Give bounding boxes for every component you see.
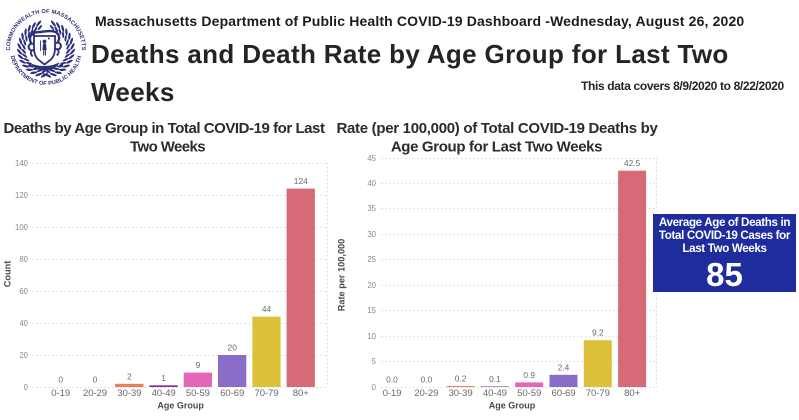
svg-text:Two Weeks: Two Weeks bbox=[130, 138, 205, 155]
svg-text:1: 1 bbox=[161, 373, 166, 383]
svg-text:30-39: 30-39 bbox=[117, 388, 141, 399]
svg-text:50-59: 50-59 bbox=[186, 388, 210, 399]
svg-text:2.4: 2.4 bbox=[558, 362, 570, 372]
svg-text:0.9: 0.9 bbox=[523, 370, 535, 380]
svg-text:Rate (per 100,000) of Total CO: Rate (per 100,000) of Total COVID-19 Dea… bbox=[336, 120, 658, 137]
svg-text:20: 20 bbox=[19, 351, 28, 360]
svg-text:124: 124 bbox=[294, 176, 308, 186]
svg-text:9: 9 bbox=[196, 360, 201, 370]
svg-text:20: 20 bbox=[367, 281, 376, 290]
svg-text:25: 25 bbox=[367, 255, 376, 264]
svg-text:140: 140 bbox=[15, 159, 29, 168]
svg-text:80+: 80+ bbox=[293, 388, 309, 399]
svg-text:80+: 80+ bbox=[624, 388, 640, 399]
svg-text:40-49: 40-49 bbox=[152, 388, 176, 399]
svg-text:Age Group: Age Group bbox=[157, 401, 204, 411]
svg-text:5: 5 bbox=[372, 357, 377, 366]
svg-text:10: 10 bbox=[367, 332, 376, 341]
svg-text:60-69: 60-69 bbox=[220, 388, 244, 399]
svg-text:50-59: 50-59 bbox=[517, 388, 541, 399]
svg-text:30: 30 bbox=[367, 230, 376, 239]
svg-text:0.0: 0.0 bbox=[420, 375, 432, 385]
svg-text:60: 60 bbox=[19, 287, 28, 296]
svg-text:Age Group: Age Group bbox=[489, 401, 536, 411]
svg-text:45: 45 bbox=[367, 154, 376, 163]
svg-text:0-19: 0-19 bbox=[383, 388, 402, 399]
svg-text:Age Group for Last Two Weeks: Age Group for Last Two Weeks bbox=[391, 138, 602, 155]
svg-text:35: 35 bbox=[367, 204, 376, 213]
svg-text:40-49: 40-49 bbox=[483, 388, 507, 399]
svg-text:0: 0 bbox=[93, 375, 98, 385]
svg-text:40: 40 bbox=[19, 319, 28, 328]
svg-text:15: 15 bbox=[367, 306, 376, 315]
svg-text:2: 2 bbox=[127, 371, 132, 381]
svg-text:0: 0 bbox=[24, 383, 29, 392]
svg-text:0: 0 bbox=[372, 383, 377, 392]
svg-text:20-29: 20-29 bbox=[83, 388, 107, 399]
svg-text:44: 44 bbox=[262, 304, 272, 314]
svg-text:60-69: 60-69 bbox=[551, 388, 575, 399]
svg-text:Deaths by Age Group in Total C: Deaths by Age Group in Total COVID-19 fo… bbox=[3, 120, 324, 137]
svg-text:70-79: 70-79 bbox=[586, 388, 610, 399]
svg-text:0: 0 bbox=[58, 375, 63, 385]
svg-text:80: 80 bbox=[19, 255, 28, 264]
svg-text:70-79: 70-79 bbox=[254, 388, 278, 399]
svg-text:0-19: 0-19 bbox=[51, 388, 70, 399]
svg-text:100: 100 bbox=[15, 223, 29, 232]
svg-text:40: 40 bbox=[367, 179, 376, 188]
svg-text:120: 120 bbox=[15, 191, 29, 200]
svg-text:9.2: 9.2 bbox=[592, 328, 604, 338]
svg-text:0.0: 0.0 bbox=[386, 375, 398, 385]
svg-text:Count: Count bbox=[3, 261, 13, 288]
svg-text:20: 20 bbox=[228, 343, 238, 353]
svg-text:0.2: 0.2 bbox=[455, 374, 467, 384]
svg-text:0.1: 0.1 bbox=[489, 374, 501, 384]
svg-text:30-39: 30-39 bbox=[449, 388, 473, 399]
svg-text:Rate per 100,000: Rate per 100,000 bbox=[336, 239, 346, 312]
svg-text:20-29: 20-29 bbox=[414, 388, 438, 399]
svg-text:42.5: 42.5 bbox=[624, 158, 641, 168]
